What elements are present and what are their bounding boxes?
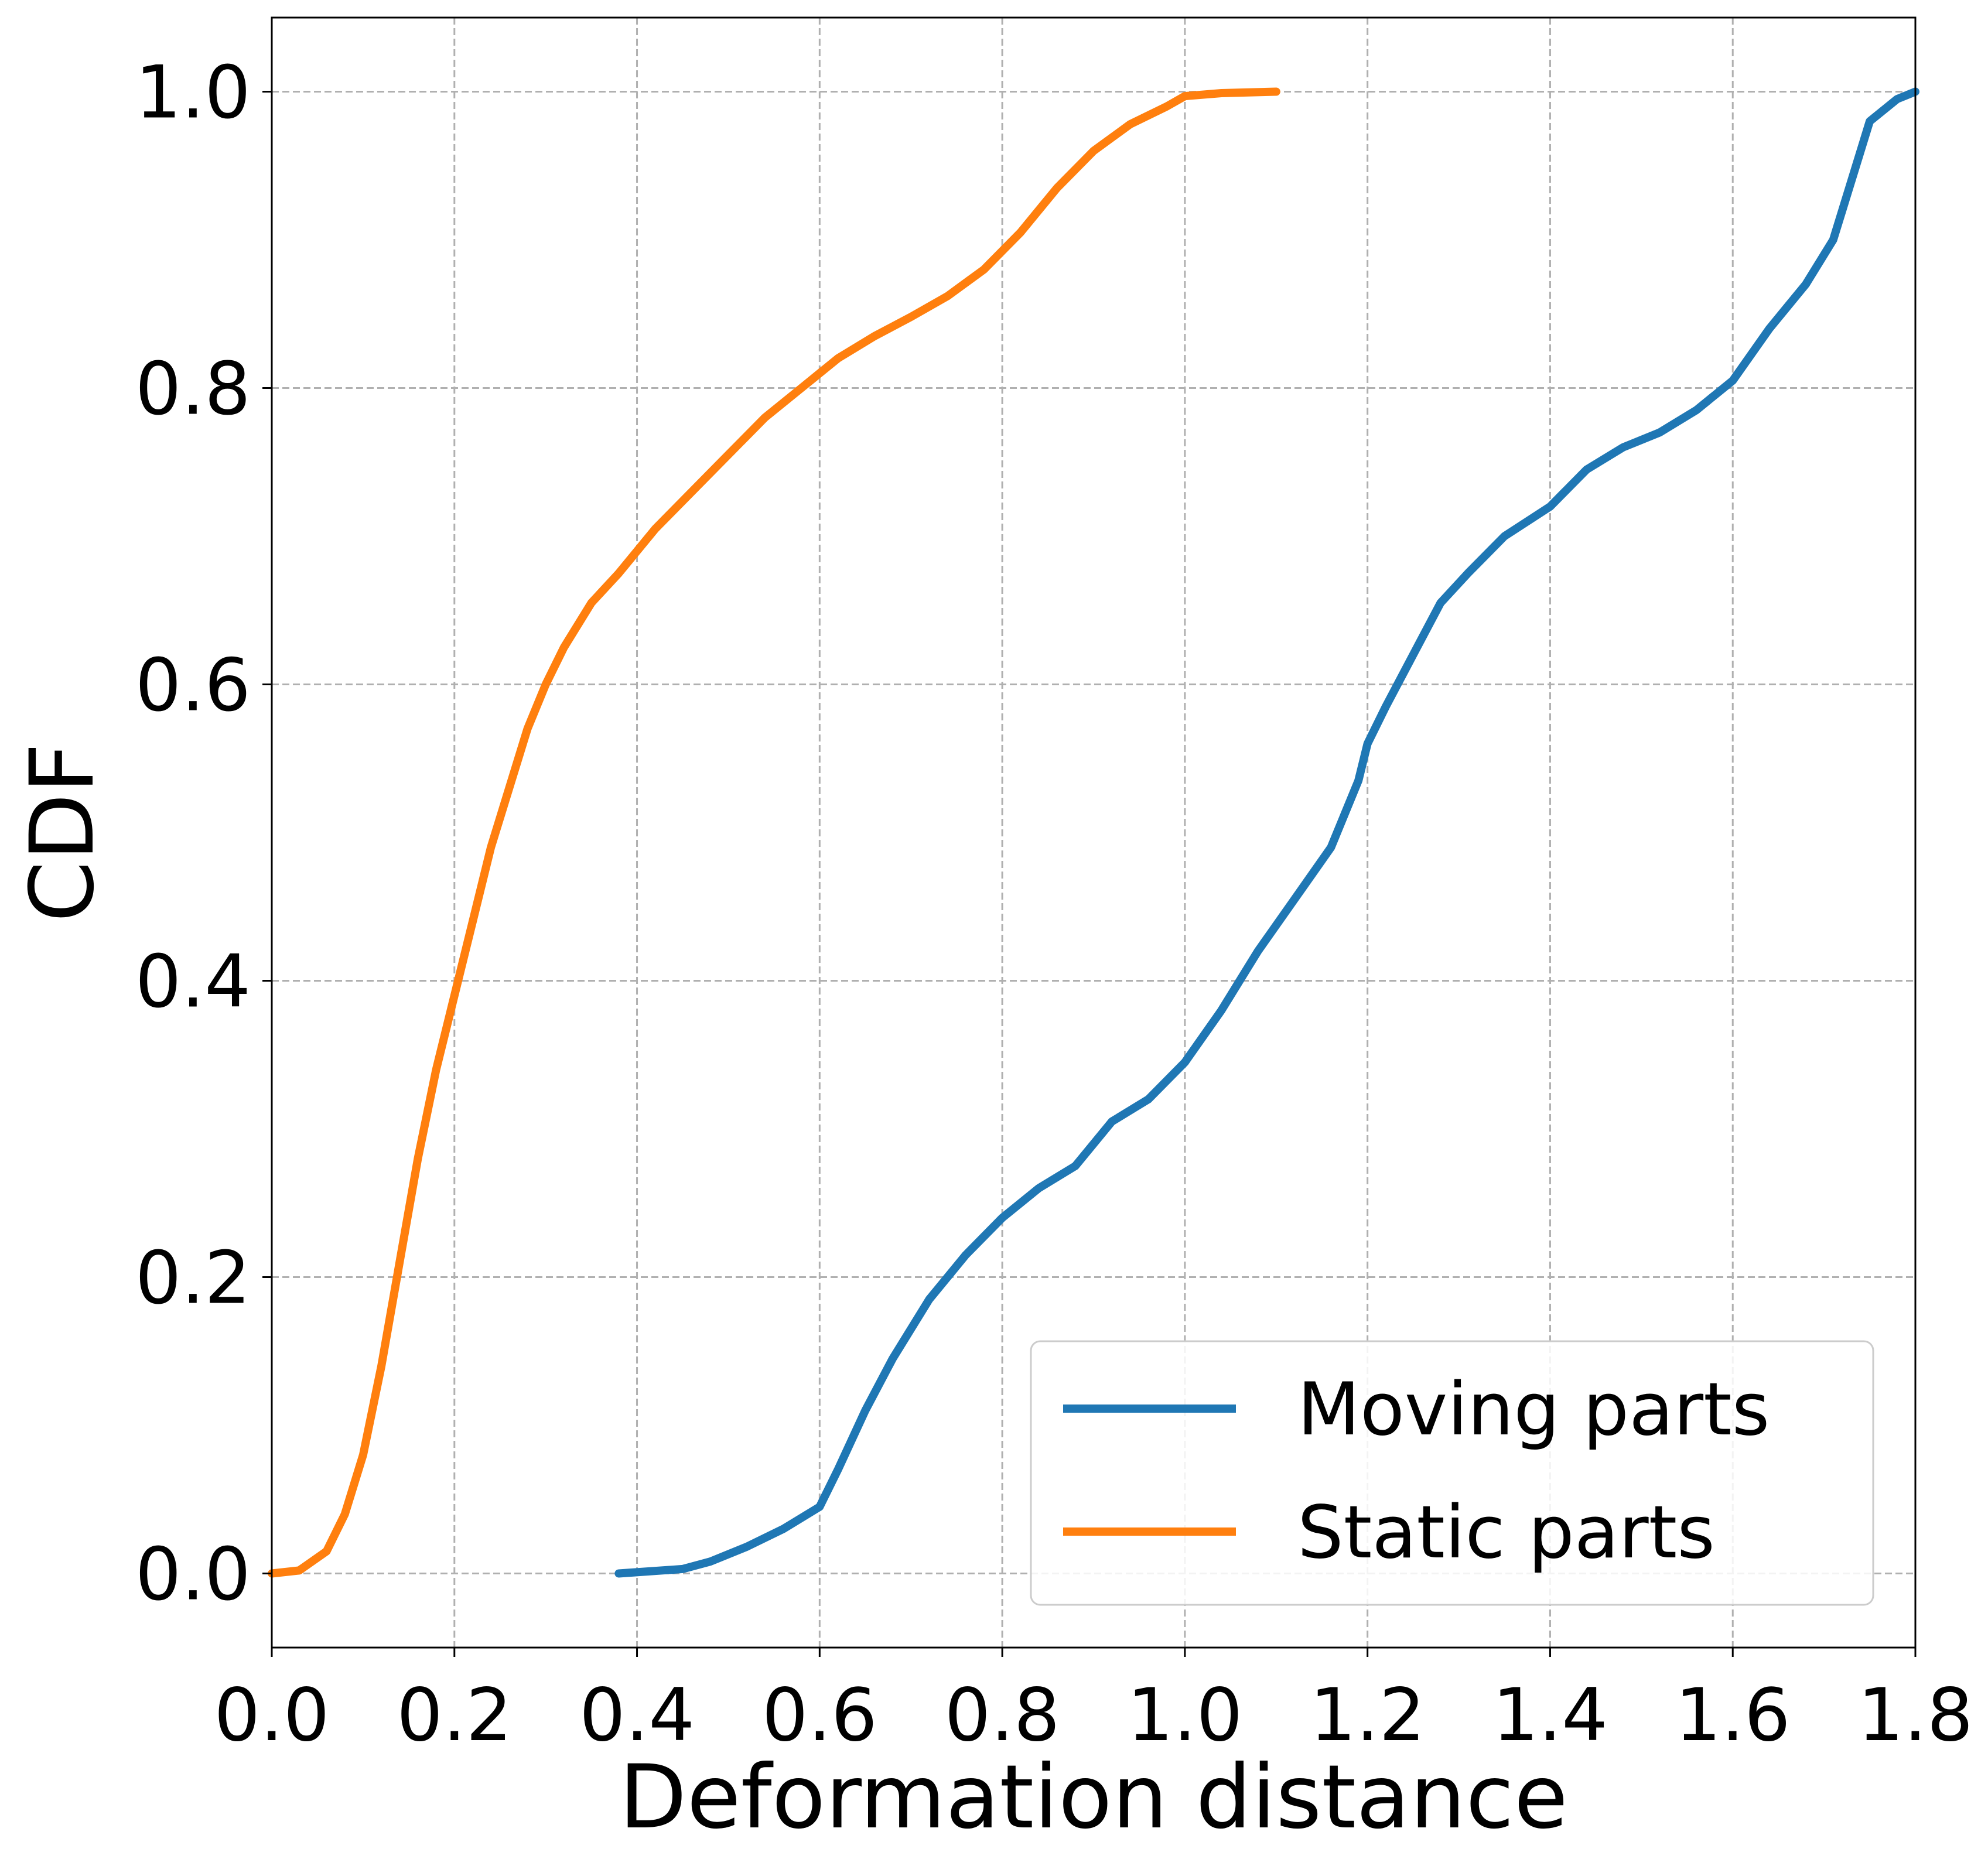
y-tick-label: 0.8 bbox=[135, 347, 251, 432]
x-tick-label: 0.6 bbox=[762, 1673, 877, 1758]
x-tick-label: 1.8 bbox=[1857, 1673, 1973, 1758]
x-tick-label: 0.0 bbox=[214, 1673, 329, 1758]
y-axis-title: CDF bbox=[12, 743, 114, 922]
legend: Moving parts Static parts bbox=[1030, 1340, 1874, 1606]
plot-frame bbox=[271, 16, 1917, 1649]
y-tick-label: 0.0 bbox=[135, 1533, 251, 1617]
x-tick-label: 1.6 bbox=[1675, 1673, 1791, 1758]
x-tick-label: 1.0 bbox=[1127, 1673, 1242, 1758]
x-tick-label: 1.4 bbox=[1492, 1673, 1608, 1758]
x-tick-label: 1.2 bbox=[1310, 1673, 1425, 1758]
legend-box bbox=[1030, 1340, 1874, 1606]
y-tick-label: 0.4 bbox=[135, 940, 251, 1024]
x-tick-label: 0.4 bbox=[579, 1673, 695, 1758]
x-axis-title: Deformation distance bbox=[619, 1747, 1568, 1848]
legend-label-static-parts: Static parts bbox=[1297, 1491, 1715, 1575]
legend-label-moving-parts: Moving parts bbox=[1297, 1368, 1770, 1452]
y-tick-label: 1.0 bbox=[135, 51, 251, 135]
axis-ticks: 0.0 0.2 0.4 0.6 0.8 1.0 1.2 1.4 1.6 1.8 0.0 0.2 0.4 0… bbox=[135, 51, 1973, 1758]
series-line-moving-parts bbox=[614, 87, 1919, 1578]
y-tick-label: 0.2 bbox=[135, 1236, 251, 1321]
x-tick-label: 0.8 bbox=[945, 1673, 1060, 1758]
y-tick-label: 0.6 bbox=[135, 644, 251, 728]
series-lines bbox=[268, 87, 1919, 1578]
series-line-static-parts bbox=[268, 87, 1280, 1578]
x-tick-label: 0.2 bbox=[397, 1673, 512, 1758]
